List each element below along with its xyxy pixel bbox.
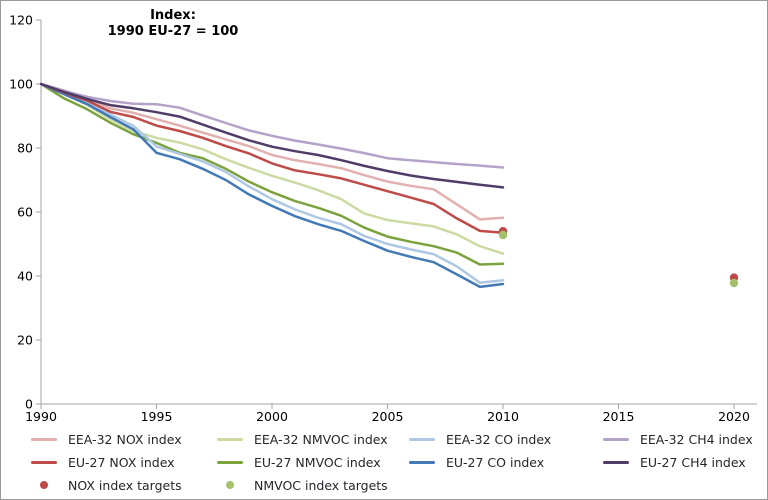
target-dot [729, 278, 739, 288]
target-dot [498, 230, 508, 240]
legend-swatch-line-icon [603, 460, 629, 464]
chart-title-line1: Index: [150, 8, 196, 23]
axis-tick-labels: 0 20 40 60 80 100 120 1990 1995 2000 2005 2010 2015 2… [9, 13, 750, 425]
series-line [39, 82, 505, 266]
series-line [39, 82, 505, 284]
legend-swatch-dot-icon [217, 481, 243, 489]
legend-swatch-line-icon [603, 437, 629, 441]
x-tick-label: 1990 [25, 409, 57, 424]
legend-item-eu27-nox: EU-27 NOX index [31, 452, 175, 472]
legend-item-eea32-nox: EEA-32 NOX index [31, 429, 182, 449]
series-line [39, 82, 505, 235]
legend-item-eea32-nmvoc: EEA-32 NMVOC index [217, 429, 388, 449]
legend: EEA-32 NOX index EU-27 NOX index NOX ind… [1, 425, 767, 499]
series-line [39, 82, 505, 221]
y-tick-label: 20 [17, 333, 33, 348]
y-tick-label: 80 [17, 141, 33, 156]
legend-label: NMVOC index targets [254, 477, 388, 493]
legend-swatch-line-icon [31, 460, 57, 464]
legend-label: EU-27 CO index [446, 454, 545, 470]
legend-swatch-line-icon [31, 437, 57, 441]
x-tick-label: 2010 [487, 409, 519, 424]
x-tick-label: 2000 [256, 409, 288, 424]
y-tick-label: 100 [9, 77, 33, 92]
emissions-line-chart: 0 20 40 60 80 100 120 1990 1995 2000 2005 2010 2015 2… [9, 13, 757, 425]
legend-label: EU-27 NMVOC index [254, 454, 381, 470]
series-line [39, 82, 505, 255]
legend-item-eea32-ch4: EEA-32 CH4 index [603, 429, 753, 449]
legend-label: EU-27 CH4 index [640, 454, 746, 470]
x-tick-label: 2020 [718, 409, 750, 424]
legend-swatch-line-icon [409, 437, 435, 441]
legend-label: EEA-32 CH4 index [640, 431, 753, 447]
y-tick-label: 40 [17, 269, 33, 284]
legend-item-eea32-co: EEA-32 CO index [409, 429, 551, 449]
x-tick-label: 1995 [141, 409, 173, 424]
legend-swatch-line-icon [409, 460, 435, 464]
x-tick-label: 2015 [603, 409, 635, 424]
legend-item-eu27-nmvoc: EU-27 NMVOC index [217, 452, 381, 472]
chart-title: Index: 1990 EU-27 = 100 [73, 8, 273, 40]
series-line [39, 82, 505, 169]
chart-title-line2: 1990 EU-27 = 100 [107, 24, 239, 39]
legend-item-nox-targets: NOX index targets [31, 475, 182, 495]
legend-swatch-dot-icon [31, 481, 57, 489]
legend-swatch-line-icon [217, 460, 243, 464]
y-tick-label: 60 [17, 205, 33, 220]
legend-label: EEA-32 CO index [446, 431, 552, 447]
series-line [39, 82, 505, 189]
legend-label: EU-27 NOX index [68, 454, 175, 470]
legend-item-eu27-ch4: EU-27 CH4 index [603, 452, 746, 472]
legend-label: EEA-32 NOX index [68, 431, 182, 447]
series-line [39, 82, 505, 289]
legend-label: EEA-32 NMVOC index [254, 431, 388, 447]
legend-item-nmvoc-targets: NMVOC index targets [217, 475, 388, 495]
legend-swatch-line-icon [217, 437, 243, 441]
legend-label: NOX index targets [68, 477, 182, 493]
x-tick-label: 2005 [372, 409, 404, 424]
y-tick-label: 120 [9, 13, 33, 28]
axes [36, 19, 757, 409]
y-tick-label: 0 [25, 397, 33, 412]
legend-item-eu27-co: EU-27 CO index [409, 452, 544, 472]
